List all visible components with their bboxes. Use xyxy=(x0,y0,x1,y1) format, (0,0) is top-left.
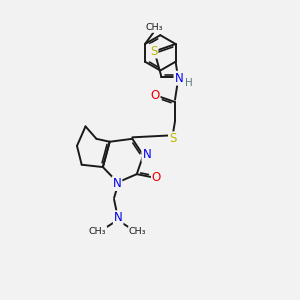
Text: N: N xyxy=(175,72,183,85)
Text: N: N xyxy=(142,148,151,161)
Text: H: H xyxy=(185,79,193,88)
Text: N: N xyxy=(114,211,123,224)
Text: CH₃: CH₃ xyxy=(89,227,106,236)
Text: O: O xyxy=(152,171,161,184)
Text: O: O xyxy=(150,89,160,102)
Text: CH₃: CH₃ xyxy=(129,227,146,236)
Text: N: N xyxy=(112,177,122,190)
Text: S: S xyxy=(169,132,176,145)
Text: S: S xyxy=(150,45,158,58)
Text: CH₃: CH₃ xyxy=(146,23,164,32)
